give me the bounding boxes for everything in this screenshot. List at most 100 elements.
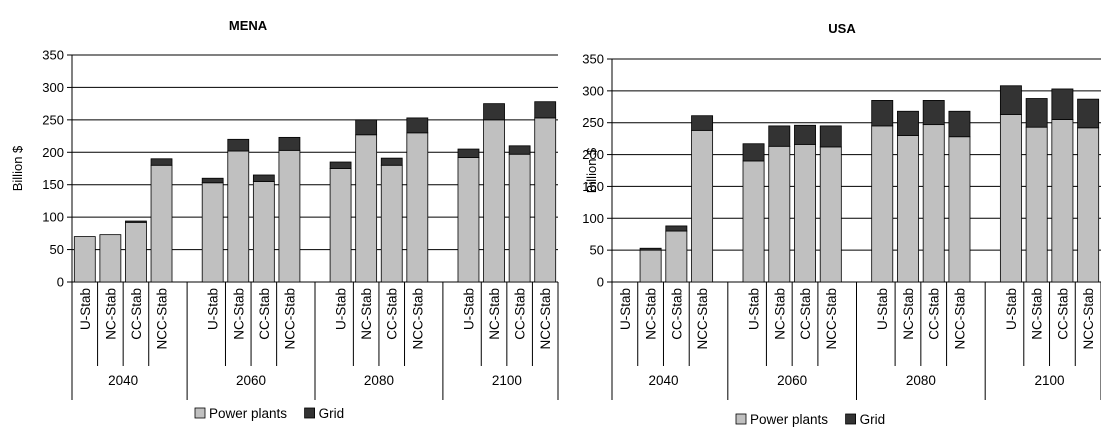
y-tick-label: 200 bbox=[42, 145, 64, 160]
bar-grid bbox=[125, 220, 147, 223]
bar-power-plants bbox=[483, 119, 505, 283]
bar-grid bbox=[457, 148, 480, 158]
y-tick-label: 50 bbox=[590, 243, 604, 258]
bar-power-plants bbox=[897, 135, 919, 283]
y-tick-label: 100 bbox=[582, 211, 604, 226]
category-label: U-Stab bbox=[461, 288, 476, 330]
category-label: NC-Stab bbox=[644, 288, 659, 340]
bar-grid bbox=[278, 136, 301, 151]
category-label: U-Stab bbox=[875, 288, 890, 330]
bar-power-plants bbox=[150, 164, 173, 283]
bar-power-plants bbox=[227, 150, 250, 283]
bar-grid bbox=[794, 124, 816, 145]
y-tick-label: 200 bbox=[582, 147, 604, 162]
category-label: U-Stab bbox=[206, 288, 221, 330]
category-label: U-Stab bbox=[334, 288, 349, 330]
category-label: U-Stab bbox=[78, 288, 93, 330]
bar-power-plants bbox=[948, 136, 971, 283]
category-label: NCC-Stab bbox=[282, 288, 297, 350]
bar-grid bbox=[871, 100, 894, 127]
y-tick-label: 300 bbox=[582, 83, 604, 98]
bar-power-plants bbox=[999, 114, 1022, 283]
bar-power-plants bbox=[768, 145, 791, 283]
bar-power-plants bbox=[406, 132, 429, 283]
group-label: 2100 bbox=[492, 373, 522, 388]
y-tick-label: 300 bbox=[42, 80, 64, 95]
bar-power-plants bbox=[819, 146, 842, 283]
bar-grid bbox=[406, 117, 429, 134]
y-axis-label: Billion $ bbox=[10, 145, 25, 191]
chart-usa: USA Billion $ 0 50 100 150 200 250 300 350 U-Stab N… bbox=[582, 21, 1101, 427]
bar-grid bbox=[665, 225, 688, 232]
bar-grid bbox=[227, 138, 250, 152]
legend-label-grid: Grid bbox=[319, 406, 345, 421]
legend-swatch-power-plants bbox=[194, 407, 206, 419]
chart-mena: MENA Billion $ 0 50 100 150 200 250 300 350 U-Stab… bbox=[10, 18, 559, 421]
category-label: NC-Stab bbox=[359, 288, 374, 340]
bar-grid bbox=[380, 157, 403, 166]
bar-grid bbox=[201, 177, 224, 184]
category-label: CC-Stab bbox=[257, 288, 272, 340]
bar-power-plants bbox=[794, 143, 816, 283]
bar-power-plants bbox=[380, 164, 403, 283]
group-label: 2060 bbox=[777, 373, 807, 388]
bar-grid bbox=[948, 110, 971, 138]
category-label: CC-Stab bbox=[1055, 288, 1070, 340]
category-label: NCC-Stab bbox=[155, 288, 170, 350]
bar-grid bbox=[355, 119, 378, 136]
bar-grid bbox=[1077, 98, 1100, 129]
group-label: 2060 bbox=[236, 373, 266, 388]
category-label: NC-Stab bbox=[487, 288, 502, 340]
bar-power-plants bbox=[639, 249, 662, 283]
y-tick-label: 50 bbox=[50, 242, 64, 257]
bar-power-plants bbox=[99, 234, 122, 283]
bar-power-plants bbox=[73, 236, 96, 283]
y-tick-label: 350 bbox=[582, 52, 604, 67]
bar-grid bbox=[329, 161, 352, 169]
group-label: 2080 bbox=[906, 373, 936, 388]
y-tick-label: 350 bbox=[42, 48, 64, 63]
group-label: 2100 bbox=[1035, 373, 1065, 388]
bar-grid bbox=[999, 85, 1022, 115]
bar-power-plants bbox=[329, 168, 352, 283]
bar-power-plants bbox=[871, 125, 894, 283]
category-label: NCC-Stab bbox=[952, 288, 967, 350]
bar-grid bbox=[691, 115, 714, 131]
group-label: 2040 bbox=[108, 373, 138, 388]
y-tick-label: 250 bbox=[42, 112, 64, 127]
category-label: NC-Stab bbox=[1030, 288, 1045, 340]
category-label: NCC-Stab bbox=[538, 288, 553, 350]
category-label: NCC-Stab bbox=[1081, 288, 1096, 350]
bar-power-plants bbox=[742, 160, 765, 283]
bar-grid bbox=[150, 158, 173, 166]
chart-title: MENA bbox=[229, 18, 268, 33]
category-label: NC-Stab bbox=[901, 288, 916, 340]
bar-grid bbox=[768, 125, 791, 147]
bar-power-plants bbox=[1077, 127, 1100, 283]
category-label: U-Stab bbox=[618, 288, 633, 330]
legend-swatch-grid bbox=[304, 407, 316, 419]
y-tick-label: 0 bbox=[57, 275, 64, 290]
y-tick-label: 0 bbox=[597, 275, 604, 290]
bar-grid bbox=[483, 103, 505, 121]
category-label: NCC-Stab bbox=[824, 288, 839, 350]
group-label: 2080 bbox=[364, 373, 394, 388]
category-label: U-Stab bbox=[747, 288, 762, 330]
chart-title: USA bbox=[828, 21, 856, 36]
category-label: CC-Stab bbox=[385, 288, 400, 340]
bar-power-plants bbox=[278, 149, 301, 283]
y-tick-label: 150 bbox=[42, 177, 64, 192]
bar-grid bbox=[742, 143, 765, 162]
legend-swatch-power-plants bbox=[735, 413, 747, 425]
category-label: NC-Stab bbox=[103, 288, 118, 340]
category-label: CC-Stab bbox=[669, 288, 684, 340]
bar-power-plants bbox=[201, 182, 224, 283]
bar-power-plants bbox=[691, 129, 714, 283]
bar-power-plants bbox=[534, 117, 557, 283]
bar-power-plants bbox=[508, 153, 531, 283]
bar-grid bbox=[252, 174, 275, 182]
category-label: CC-Stab bbox=[798, 288, 813, 340]
bar-power-plants bbox=[125, 221, 147, 283]
category-label: NCC-Stab bbox=[695, 288, 710, 350]
